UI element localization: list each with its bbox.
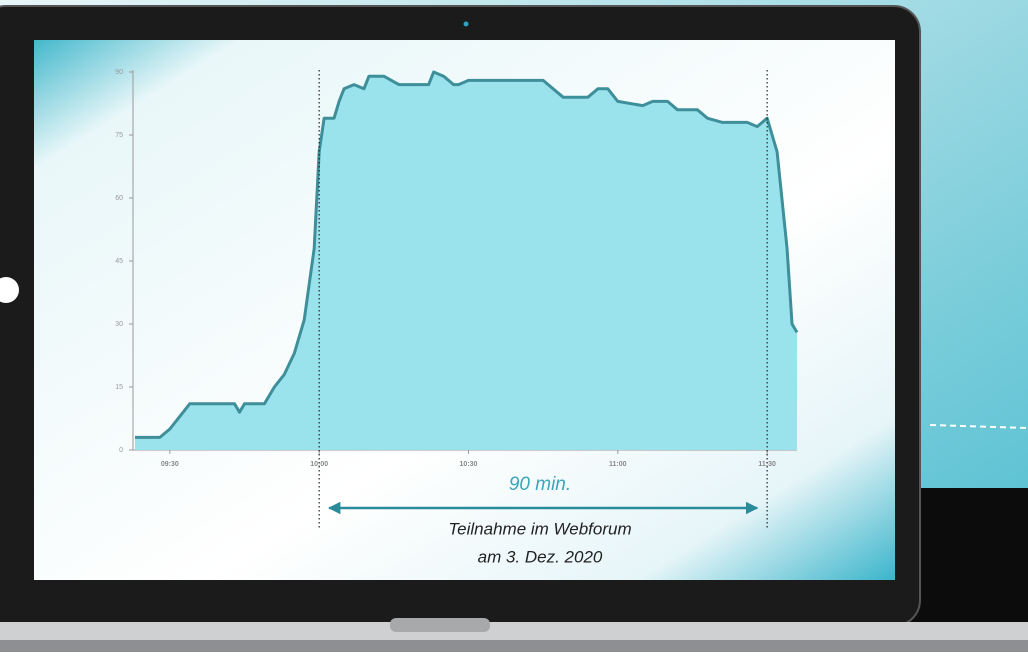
scene: 015304560759009:3010:0010:3011:0011:30 9… xyxy=(0,0,1028,652)
x-tick-label: 10:30 xyxy=(460,461,478,468)
y-tick-label: 15 xyxy=(115,384,123,391)
laptop-notch xyxy=(390,618,490,632)
caption: Teilnahme im Webforum xyxy=(448,519,631,538)
y-tick-label: 75 xyxy=(115,132,123,139)
y-tick-label: 30 xyxy=(115,321,123,328)
y-tick-label: 45 xyxy=(115,258,123,265)
y-tick-label: 60 xyxy=(115,195,123,202)
y-tick-label: 90 xyxy=(115,69,123,76)
duration-label: 90 min. xyxy=(509,474,571,495)
y-tick-label: 0 xyxy=(119,447,123,454)
laptop-base-edge xyxy=(0,640,1028,652)
x-tick-label: 09:30 xyxy=(161,461,179,468)
x-tick-label: 11:00 xyxy=(609,461,627,468)
camera xyxy=(464,22,469,27)
page: {"chart_data": {"type": "area", "x": ["0… xyxy=(0,0,1028,652)
caption: am 3. Dez. 2020 xyxy=(478,547,603,566)
